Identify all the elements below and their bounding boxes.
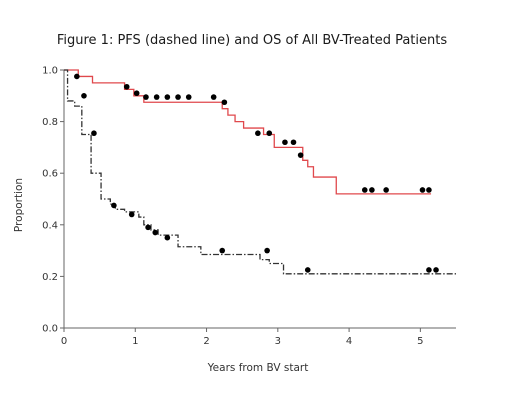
- series-0-censor-mark: [266, 130, 273, 137]
- axes: 0 1 2 3 4 5 0.0 0.2 0.4 0.6 0.8 1.0: [42, 66, 456, 347]
- x-tick-label: 3: [275, 336, 281, 347]
- x-tick-label: 5: [417, 336, 423, 347]
- series-0-censor-mark: [290, 139, 297, 146]
- x-tick-label: 0: [61, 336, 67, 347]
- series-1-censor-mark: [145, 224, 151, 231]
- series-0-censor-mark: [175, 94, 181, 100]
- series-0-censor-mark: [282, 139, 288, 146]
- y-axis-label: Proportion: [13, 178, 25, 232]
- series-0-censor-mark: [153, 94, 160, 100]
- series-0-censor-mark: [426, 187, 432, 193]
- y-tick-label: 0.0: [42, 324, 58, 335]
- series-0-censor-mark: [210, 94, 217, 100]
- series-0-censor-mark: [255, 130, 261, 137]
- series-0-censor-mark: [123, 83, 130, 90]
- series-0-censor-mark: [221, 99, 228, 106]
- chart-title: Figure 1: PFS (dashed line) and OS of Al…: [57, 33, 447, 48]
- series-1-censor-mark: [111, 202, 117, 209]
- series-0-censor-mark: [419, 187, 426, 193]
- x-tick-label: 1: [132, 336, 138, 347]
- series-1-censor-mark: [426, 267, 432, 273]
- series-0-censor-mark: [383, 187, 389, 193]
- series-0-censor-mark: [361, 187, 368, 193]
- y-tick-label: 1.0: [42, 66, 58, 77]
- series-1-censor-mark: [164, 234, 171, 241]
- series-0-step-line: [64, 69, 432, 195]
- x-tick-label: 2: [203, 336, 209, 347]
- series-0-censor-mark: [133, 90, 140, 97]
- x-axis-label: Years from BV start: [207, 362, 309, 374]
- series-1-censor-mark: [219, 247, 226, 254]
- y-tick-label: 0.6: [42, 169, 58, 180]
- series-1-censor-mark: [74, 73, 80, 80]
- x-tick-label: 4: [346, 336, 352, 347]
- series-1-censor-mark: [152, 229, 159, 236]
- series-0-censor-mark: [369, 187, 375, 193]
- series-layer: [64, 69, 456, 275]
- series-1-censor-mark: [91, 130, 97, 137]
- y-tick-label: 0.8: [42, 117, 58, 128]
- series-1-censor-mark: [264, 247, 270, 254]
- series-0-censor-mark: [143, 94, 149, 100]
- series-1-censor-mark: [81, 93, 87, 99]
- series-0-censor-mark: [297, 152, 304, 158]
- series-0-censor-mark: [185, 94, 192, 100]
- series-1-step-line: [64, 69, 456, 275]
- series-0-censor-mark: [164, 94, 171, 100]
- series-1-censor-mark: [128, 211, 135, 218]
- y-tick-label: 0.2: [42, 272, 58, 283]
- y-tick-label: 0.4: [42, 220, 58, 231]
- series-1-censor-mark: [433, 267, 439, 273]
- series-1-censor-mark: [304, 267, 311, 273]
